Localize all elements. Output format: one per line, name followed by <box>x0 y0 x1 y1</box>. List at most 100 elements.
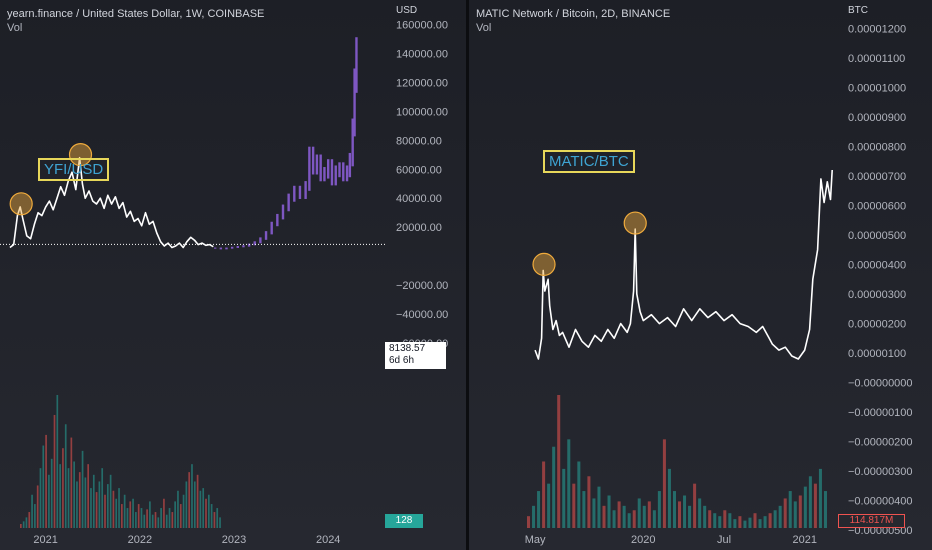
price-bar <box>327 159 330 179</box>
volume-bar <box>210 504 213 528</box>
volume-bar <box>160 508 162 528</box>
y-tick-label: 160000.00 <box>396 19 448 31</box>
price-line <box>534 169 833 360</box>
volume-bar <box>778 505 782 528</box>
volume-bar <box>59 464 61 528</box>
volume-bar <box>179 504 182 528</box>
price-axis-unit[interactable]: USD <box>396 5 418 16</box>
volume-bar <box>73 461 75 528</box>
volume-bar <box>196 474 199 528</box>
pane-divider[interactable] <box>466 0 469 550</box>
volume-bar <box>188 472 191 528</box>
y-tick-label: 0.00000900 <box>848 112 906 124</box>
volume-bar <box>137 504 140 528</box>
y-tick-label: 80000.00 <box>396 135 442 147</box>
volume-bar <box>149 501 151 528</box>
volume-indicator-label[interactable]: Vol <box>7 22 23 34</box>
volume-bar <box>713 513 717 528</box>
price-bar <box>225 247 228 250</box>
volume-bar <box>662 439 666 528</box>
highlight-marker <box>532 252 556 277</box>
volume-bar <box>723 510 727 528</box>
x-tick-label: 2020 <box>631 534 655 546</box>
volume-bar <box>592 498 596 528</box>
volume-bar <box>31 494 33 528</box>
volume-bar <box>683 495 687 528</box>
volume-bar <box>39 468 42 528</box>
volume-bar <box>219 517 221 528</box>
price-bar <box>253 241 256 246</box>
price-bar <box>242 245 245 248</box>
volume-bar <box>733 519 737 528</box>
price-bar <box>247 243 251 247</box>
volume-indicator-label[interactable]: Vol <box>476 22 492 34</box>
yfi-annotation-label: YFI/USD <box>38 158 110 181</box>
price-bar <box>304 181 307 199</box>
y-tick-label: −0.00000200 <box>848 437 913 449</box>
volume-bar <box>672 491 676 528</box>
volume-bar <box>98 481 101 528</box>
price-bar <box>281 204 285 220</box>
price-bar <box>298 185 302 199</box>
volume-bar <box>87 464 90 528</box>
y-tick-label: −0.00000300 <box>848 466 913 478</box>
price-bar <box>338 162 341 178</box>
price-bar <box>315 154 319 175</box>
y-tick-label: 0.00001000 <box>848 82 906 94</box>
price-bar <box>293 185 296 202</box>
volume-bar <box>753 513 757 528</box>
volume-bar <box>90 488 92 528</box>
volume-bar <box>70 437 73 528</box>
volume-bar <box>193 481 196 528</box>
volume-bar <box>688 505 692 528</box>
volume-bar <box>135 512 137 528</box>
volume-bar <box>617 501 621 528</box>
volume-bar <box>101 468 104 528</box>
volume-bar <box>607 495 611 528</box>
y-tick-label: −0.00000000 <box>848 378 913 390</box>
price-bar <box>319 154 322 182</box>
volume-bar <box>527 516 531 528</box>
y-tick-label: 0.00000200 <box>848 319 906 331</box>
volume-bar <box>53 414 56 528</box>
price-axis-unit[interactable]: BTC <box>848 5 868 16</box>
matic-chart-canvas[interactable]: 0.00001200 0.00001100 0.00001000 0.00000900… <box>469 0 932 550</box>
volume-bar <box>177 490 179 528</box>
volume-bar <box>818 468 822 528</box>
price-bar <box>219 247 223 250</box>
volume-bar <box>78 472 81 528</box>
volume-bar <box>154 512 157 528</box>
price-bar <box>348 152 352 178</box>
volume-bar <box>56 395 59 528</box>
volume-bar <box>708 510 712 528</box>
volume-bar <box>67 468 70 528</box>
volume-bar <box>112 490 115 528</box>
volume-bar <box>22 521 25 528</box>
volume-bar <box>28 512 31 528</box>
volume-bar <box>793 501 797 528</box>
volume-bar <box>45 434 47 528</box>
volume-bar <box>157 517 160 528</box>
volume-bar <box>783 498 787 528</box>
x-tick-label: 2024 <box>316 534 340 546</box>
volume-bar <box>582 491 586 528</box>
volume-bar <box>163 498 165 528</box>
volume-bar <box>50 458 53 528</box>
y-tick-label: 0.00001100 <box>848 53 905 65</box>
volume-bar <box>567 439 571 528</box>
volume-bar <box>207 494 210 528</box>
volume-bar <box>808 476 812 528</box>
volume-bar <box>123 494 126 528</box>
price-bar <box>270 221 273 235</box>
yfi-chart-pane[interactable]: 160000.00 140000.00 120000.00 100000.00 8000… <box>0 0 466 550</box>
volume-bar <box>693 483 697 528</box>
yfi-chart-canvas[interactable]: 160000.00 140000.00 120000.00 100000.00 8000… <box>0 0 466 550</box>
matic-annotation-label: MATIC/BTC <box>543 150 635 173</box>
volume-bar <box>602 505 606 528</box>
volume-bar <box>171 512 174 528</box>
matic-chart-pane[interactable]: 0.00001200 0.00001100 0.00001000 0.00000900… <box>469 0 932 550</box>
volume-bar <box>132 498 134 528</box>
volume-bar <box>627 513 631 528</box>
volume-bar <box>42 445 45 528</box>
